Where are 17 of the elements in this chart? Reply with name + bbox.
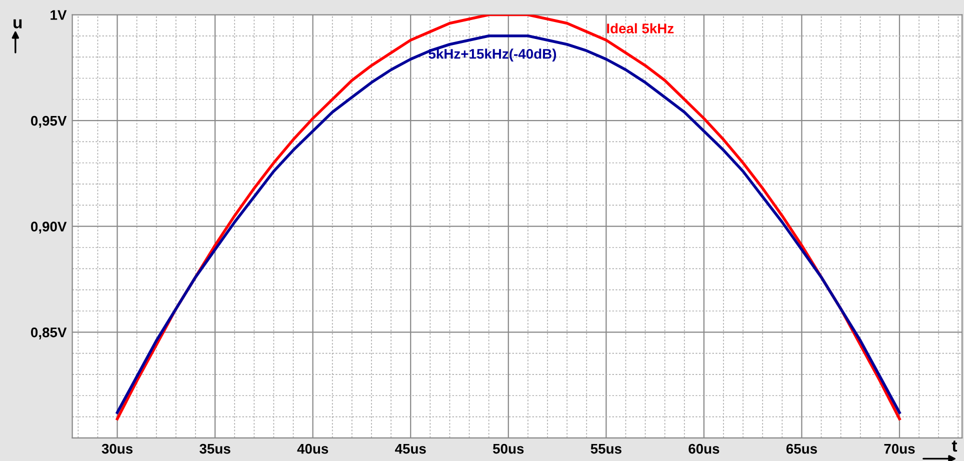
y-tick-label: 0,95V <box>31 116 67 128</box>
x-axis-title: t <box>952 440 958 452</box>
x-tick-label: 40us <box>297 444 328 454</box>
x-tick-label: 60us <box>688 444 720 454</box>
series-label: Ideal 5kHz <box>607 23 674 34</box>
x-tick-label: 70us <box>884 444 915 454</box>
x-tick-label: 45us <box>394 444 426 454</box>
x-tick-label: 35us <box>200 444 230 454</box>
y-tick-label: 0,85V <box>31 327 67 340</box>
series-label: 5kHz+15kHz(-40dB) <box>428 48 556 62</box>
y-tick-label: 0,90V <box>31 222 67 234</box>
y-tick-label: 1V <box>50 10 67 20</box>
y-axis-title: u <box>14 19 22 28</box>
x-tick-label: 55us <box>590 444 622 454</box>
x-tick-label: 50us <box>492 444 524 454</box>
x-tick-label: 30us <box>102 444 133 454</box>
x-tick-label: 65us <box>786 444 817 454</box>
